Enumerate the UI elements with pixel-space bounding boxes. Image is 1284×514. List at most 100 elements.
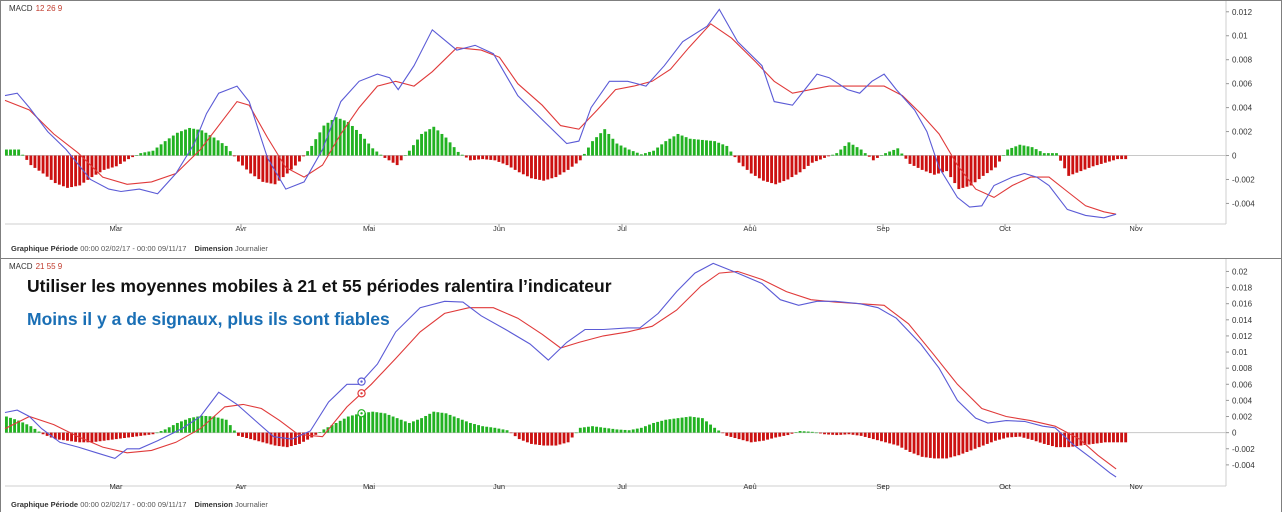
- histogram-bar: [676, 133, 680, 156]
- histogram-bar: [998, 432, 1001, 440]
- histogram-bar: [314, 139, 318, 156]
- y-tick-label: 0.02: [1232, 267, 1248, 276]
- histogram-bar: [554, 155, 558, 178]
- histogram-bar: [118, 432, 122, 439]
- histogram-bar: [395, 418, 399, 433]
- histogram-bar: [188, 127, 192, 156]
- histogram-bar: [196, 129, 200, 156]
- histogram-bar: [794, 432, 798, 433]
- chart-footer: Graphique Période 00:00 02/02/17 - 00:00…: [11, 500, 274, 509]
- histogram-bar: [1095, 432, 1099, 444]
- y-tick-label: 0.006: [1232, 80, 1253, 89]
- histogram-bar: [273, 432, 277, 446]
- histogram-bar: [17, 149, 21, 156]
- y-tick-label: 0.01: [1232, 32, 1248, 41]
- histogram-bar: [745, 155, 749, 170]
- histogram-bar: [737, 432, 741, 440]
- histogram-bar: [493, 155, 497, 161]
- histogram-bar: [1124, 432, 1128, 443]
- histogram-bar: [188, 418, 192, 433]
- y-tick-label: 0.014: [1232, 316, 1253, 325]
- histogram-bar: [253, 432, 257, 441]
- histogram-bar: [61, 155, 65, 187]
- histogram-bar: [285, 155, 289, 174]
- chart-footer: Graphique Période 00:00 02/02/17 - 00:00…: [11, 244, 274, 253]
- histogram-bar: [420, 418, 424, 433]
- histogram-bar: [847, 432, 851, 435]
- dimension-label: Dimension: [194, 500, 233, 509]
- period-label: Graphique Période: [11, 244, 79, 253]
- histogram-bar: [652, 150, 655, 156]
- histogram-bar: [249, 155, 253, 174]
- histogram-bar: [989, 432, 993, 443]
- histogram-bar: [595, 137, 599, 156]
- histogram-bar: [847, 142, 851, 156]
- histogram-bar: [61, 432, 65, 441]
- histogram-bar: [1083, 155, 1087, 170]
- histogram-bar: [86, 432, 90, 443]
- histogram-bar: [741, 155, 745, 167]
- histogram-bar: [159, 431, 163, 433]
- histogram-bar: [1018, 432, 1022, 437]
- histogram-bar: [216, 417, 220, 433]
- x-tick-label: Aoû: [743, 224, 756, 233]
- y-tick-label: 0.008: [1232, 56, 1253, 65]
- histogram-bar: [953, 432, 957, 457]
- histogram-bar: [139, 432, 143, 436]
- histogram-bar: [859, 149, 863, 156]
- histogram-bar: [375, 151, 379, 156]
- histogram-bar: [851, 144, 855, 156]
- histogram-bar: [1055, 432, 1058, 448]
- histogram-bar: [1010, 147, 1014, 156]
- histogram-bar: [139, 153, 143, 156]
- histogram-bar: [180, 131, 183, 156]
- histogram-bar: [293, 432, 297, 445]
- histogram-bar: [224, 419, 228, 433]
- histogram-bar: [78, 155, 82, 186]
- histogram-bar: [383, 155, 387, 158]
- histogram-bar: [249, 432, 253, 440]
- histogram-bar: [721, 144, 725, 156]
- histogram-bar: [721, 432, 725, 434]
- histogram-bar: [534, 432, 537, 445]
- histogram-bar: [770, 155, 774, 184]
- histogram-bar: [530, 155, 533, 179]
- histogram-bar: [289, 155, 293, 170]
- histogram-bar: [1059, 432, 1062, 448]
- histogram-bar: [1075, 432, 1079, 447]
- histogram-bar: [21, 154, 25, 156]
- histogram-bar: [180, 421, 183, 433]
- x-tick-label: Avr: [235, 482, 247, 491]
- histogram-bar: [322, 125, 326, 156]
- histogram-bar: [965, 155, 969, 187]
- histogram-bar: [623, 147, 627, 156]
- histogram-bar: [525, 432, 529, 443]
- histogram-bar: [1050, 153, 1054, 156]
- histogram-bar: [957, 432, 961, 456]
- histogram-bar: [705, 421, 708, 433]
- histogram-bar: [945, 155, 949, 172]
- histogram-bar: [253, 155, 257, 177]
- histogram-bar: [725, 432, 729, 436]
- histogram-bar: [875, 432, 879, 441]
- histogram-bar: [200, 415, 204, 433]
- histogram-bar: [994, 432, 997, 441]
- histogram-series: [5, 117, 1128, 190]
- histogram-bar: [981, 432, 985, 446]
- histogram-bar: [444, 137, 448, 156]
- histogram-bar: [131, 432, 135, 437]
- histogram-bar: [1034, 432, 1038, 442]
- histogram-bar: [330, 425, 334, 433]
- histogram-bar: [143, 152, 147, 156]
- histogram-bar: [855, 147, 859, 156]
- histogram-bar: [542, 155, 546, 181]
- histogram-bar: [489, 155, 493, 160]
- histogram-bar: [371, 148, 375, 156]
- histogram-bar: [86, 155, 90, 180]
- histogram-bar: [53, 432, 57, 440]
- histogram-bar: [49, 432, 53, 438]
- histogram-bar: [729, 432, 733, 437]
- histogram-bar: [1087, 155, 1091, 168]
- histogram-bar: [546, 155, 550, 180]
- histogram-bar: [135, 155, 139, 156]
